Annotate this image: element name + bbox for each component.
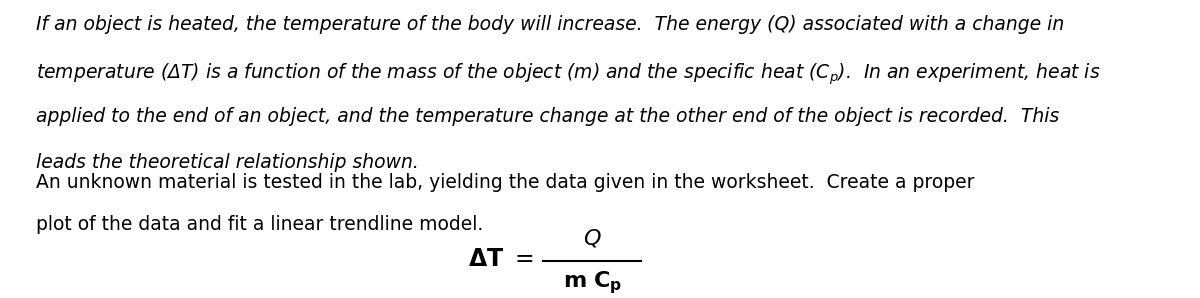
Text: If an object is heated, the temperature of the body will increase.  The energy (: If an object is heated, the temperature …	[36, 15, 1064, 34]
Text: plot of the data and fit a linear trendline model.: plot of the data and fit a linear trendl…	[36, 215, 484, 234]
Text: temperature (ΔT) is a function of the mass of the object (m) and the specific he: temperature (ΔT) is a function of the ma…	[36, 61, 1100, 87]
Text: $Q$: $Q$	[583, 227, 601, 249]
Text: applied to the end of an object, and the temperature change at the other end of : applied to the end of an object, and the…	[36, 107, 1060, 126]
Text: leads the theoretical relationship shown.: leads the theoretical relationship shown…	[36, 153, 419, 173]
Text: $\mathbf{m\ C_p}$: $\mathbf{m\ C_p}$	[563, 269, 622, 296]
Text: $\mathbf{\Delta T}\ =$: $\mathbf{\Delta T}\ =$	[468, 247, 534, 271]
Text: An unknown material is tested in the lab, yielding the data given in the workshe: An unknown material is tested in the lab…	[36, 173, 974, 192]
